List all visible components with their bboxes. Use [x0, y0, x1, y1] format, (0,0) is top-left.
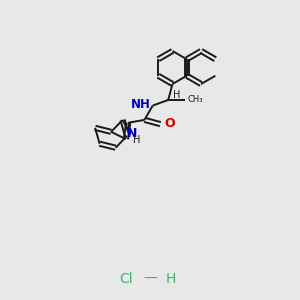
- Text: Cl: Cl: [119, 272, 133, 286]
- Text: —: —: [143, 272, 157, 286]
- Text: CH₃: CH₃: [187, 95, 202, 104]
- Text: O: O: [165, 117, 175, 130]
- Text: H: H: [166, 272, 176, 286]
- Text: H: H: [173, 89, 180, 100]
- Text: H: H: [133, 135, 141, 145]
- Text: NH: NH: [131, 98, 151, 111]
- Text: N: N: [127, 127, 137, 140]
